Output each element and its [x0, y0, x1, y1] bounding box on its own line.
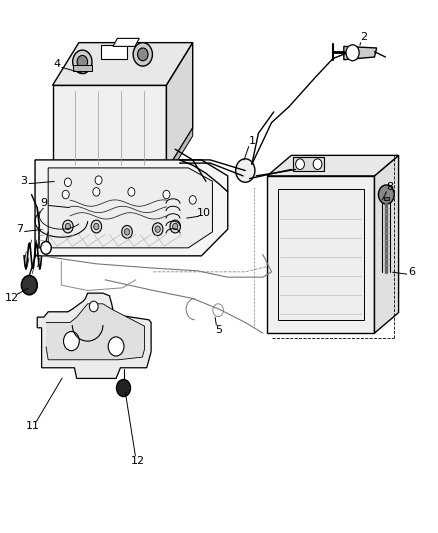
Text: 2: 2	[360, 33, 367, 42]
Circle shape	[128, 188, 135, 196]
Circle shape	[189, 196, 196, 204]
Circle shape	[155, 226, 160, 232]
Polygon shape	[166, 43, 193, 171]
Text: 6: 6	[408, 267, 415, 277]
Circle shape	[63, 220, 73, 233]
Text: 3: 3	[21, 176, 28, 186]
Circle shape	[93, 188, 100, 196]
Polygon shape	[374, 156, 399, 333]
Polygon shape	[267, 156, 399, 176]
Text: 4: 4	[53, 59, 60, 69]
Bar	[384, 197, 389, 200]
Circle shape	[296, 159, 304, 169]
Circle shape	[89, 301, 98, 312]
Polygon shape	[57, 171, 162, 179]
Circle shape	[346, 45, 359, 61]
Polygon shape	[53, 85, 166, 171]
Polygon shape	[53, 43, 193, 85]
Circle shape	[21, 276, 37, 295]
Polygon shape	[166, 128, 193, 179]
Polygon shape	[35, 160, 228, 256]
Circle shape	[62, 190, 69, 199]
Polygon shape	[344, 46, 377, 60]
Polygon shape	[48, 168, 212, 248]
Polygon shape	[46, 304, 145, 360]
Circle shape	[313, 159, 322, 169]
Text: 10: 10	[197, 208, 211, 218]
Circle shape	[77, 55, 88, 68]
Circle shape	[122, 225, 132, 238]
Circle shape	[236, 159, 255, 182]
Text: 7: 7	[16, 224, 23, 234]
Text: 8: 8	[386, 182, 393, 191]
Polygon shape	[113, 38, 139, 46]
Circle shape	[91, 220, 102, 233]
Circle shape	[64, 178, 71, 187]
Circle shape	[94, 223, 99, 230]
Text: 5: 5	[215, 326, 223, 335]
Polygon shape	[37, 293, 151, 378]
Circle shape	[133, 43, 152, 66]
Circle shape	[173, 223, 178, 230]
Circle shape	[213, 304, 223, 317]
Polygon shape	[293, 157, 324, 171]
Circle shape	[163, 190, 170, 199]
Circle shape	[64, 332, 79, 351]
Circle shape	[138, 48, 148, 61]
Text: 12: 12	[131, 456, 145, 466]
Bar	[101, 45, 127, 59]
Bar	[278, 189, 364, 320]
Circle shape	[73, 50, 92, 74]
Text: 11: 11	[26, 422, 40, 431]
Circle shape	[108, 337, 124, 356]
Text: 12: 12	[5, 294, 19, 303]
Bar	[73, 65, 92, 71]
Circle shape	[65, 223, 71, 230]
Circle shape	[95, 176, 102, 184]
Text: 9: 9	[40, 198, 47, 207]
Circle shape	[170, 220, 180, 233]
Text: 1: 1	[248, 136, 255, 146]
Circle shape	[41, 241, 51, 254]
Circle shape	[117, 379, 131, 397]
Circle shape	[124, 229, 130, 235]
Polygon shape	[267, 176, 374, 333]
Circle shape	[378, 185, 394, 204]
Circle shape	[152, 223, 163, 236]
